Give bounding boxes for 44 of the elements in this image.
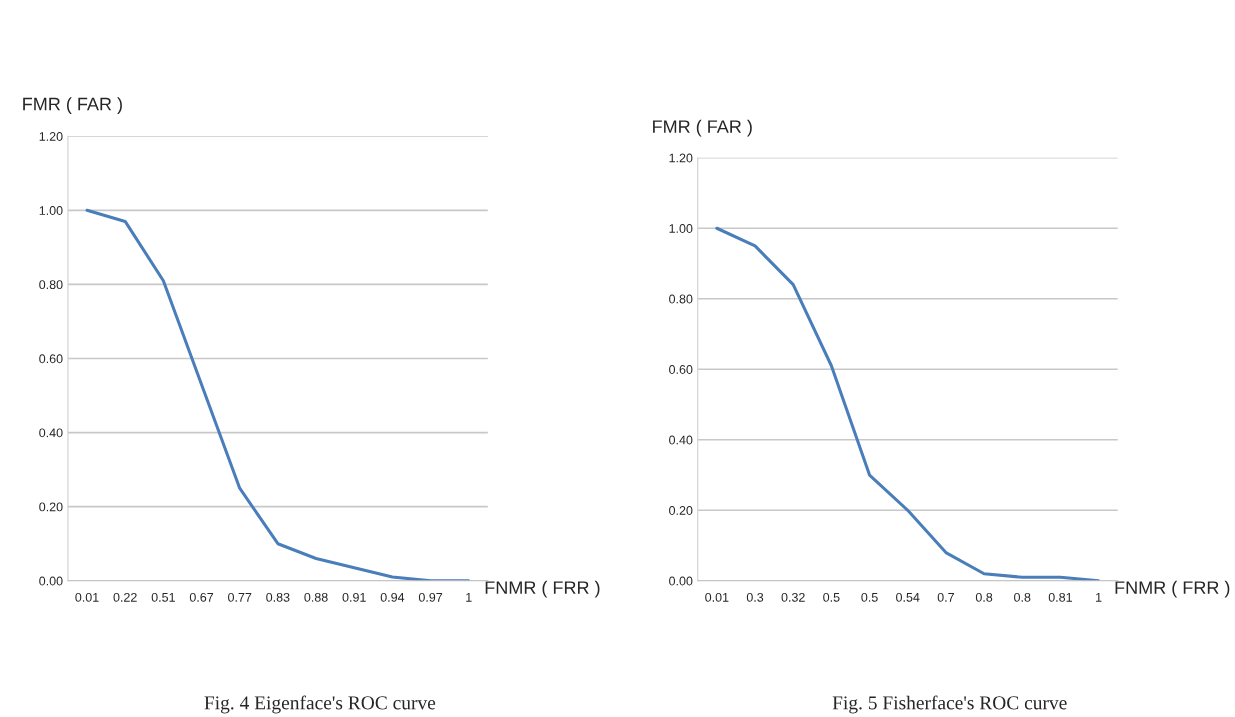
line-series (85, 208, 471, 581)
x-tick-label: 0.94 (380, 592, 405, 602)
x-tick-label: 0.01 (75, 592, 99, 602)
y-tick-label: 0.00 (39, 576, 63, 586)
x-tick-label: 0.83 (266, 592, 290, 602)
y-tick-label: 0.20 (669, 506, 693, 515)
x-tick-label: 0.3 (746, 592, 764, 602)
x-tick-label: 0.8 (1014, 592, 1031, 602)
y-tick-label: 0.60 (669, 365, 693, 374)
caption: Fig. 4 Eigenface's ROC curve (204, 695, 436, 714)
y-tick-label: 0.40 (39, 428, 63, 438)
y-tick-label: 0.40 (669, 435, 693, 445)
y-tick-label: 1.00 (39, 206, 63, 215)
y-tick-label: 0.80 (669, 294, 693, 304)
x-tick-label: 0.81 (1048, 592, 1072, 602)
x-tick-label: 0.01 (705, 592, 729, 602)
x-tick-label: 0.32 (781, 592, 805, 602)
x-tick-label: 0.5 (823, 592, 840, 602)
y-tick-label: 1.20 (669, 153, 693, 163)
y-axis-title: FMR ( FAR ) (653, 119, 752, 137)
caption: Fig. 5 Fisherface's ROC curve (832, 695, 1067, 714)
x-tick-label: 0.67 (189, 592, 214, 602)
x-tick-label: 1 (466, 593, 472, 602)
x-tick-label: 0.77 (228, 592, 252, 602)
line-series (715, 226, 1101, 581)
x-tick-label: 0.22 (113, 592, 137, 602)
y-tick-label: 0.80 (39, 280, 63, 290)
x-axis-title: FNMR ( FRR ) (485, 580, 600, 598)
x-tick-label: 0.5 (861, 592, 878, 602)
x-tick-label: 0.88 (304, 592, 328, 602)
x-tick-label: 1 (1096, 593, 1102, 602)
x-tick-label: 0.54 (896, 592, 920, 602)
x-tick-label: 0.97 (418, 592, 443, 602)
y-tick-label: 1.20 (39, 132, 63, 141)
x-tick-label: 0.7 (937, 592, 954, 602)
y-tick-label: 0.20 (39, 502, 63, 512)
x-tick-label: 0.51 (151, 592, 175, 602)
x-axis-title: FNMR ( FRR ) (1115, 580, 1230, 598)
x-tick-label: 0.91 (342, 592, 366, 602)
y-tick-label: 1.00 (669, 224, 693, 233)
y-tick-label: 0.00 (669, 576, 693, 586)
y-tick-label: 0.60 (39, 354, 63, 364)
x-tick-label: 0.8 (975, 592, 993, 602)
y-axis-title: FMR ( FAR ) (23, 97, 122, 114)
